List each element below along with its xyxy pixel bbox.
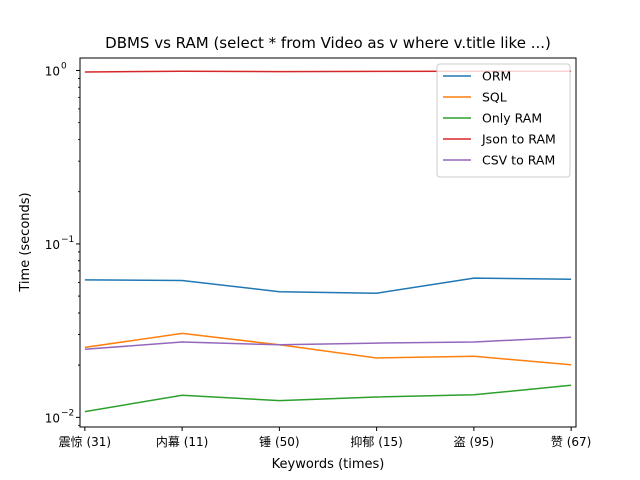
y-tick-exponent: −1 — [61, 235, 74, 245]
y-tick-label: 10 — [45, 238, 60, 252]
legend-entry-label: Only RAM — [482, 111, 542, 126]
series-line-2 — [84, 384, 572, 413]
x-tick-label: 抑郁 (15) — [350, 434, 402, 449]
y-tick-exponent: 0 — [61, 61, 67, 71]
x-tick-label: 盗 (95) — [454, 434, 494, 449]
plot-frame — [79, 57, 577, 428]
legend-frame — [436, 63, 571, 178]
y-tick-exponent: −2 — [61, 408, 74, 418]
x-tick-label: 内幕 (11) — [156, 435, 208, 449]
legend-entry-label: CSV to RAM — [482, 153, 555, 168]
x-axis-ticks: 震惊 (31) 内幕 (11) 锤 (50) 抑郁 (15) 盗 (95) 赞 (67) — [59, 427, 591, 449]
y-axis-label: Time (seconds) — [18, 192, 33, 292]
x-tick-label: 锤 (50) — [259, 434, 299, 449]
legend: ORM SQL Only RAM Json to RAM CSV to RAM — [436, 63, 571, 178]
x-tick-label: 赞 (67) — [551, 435, 591, 449]
series-line-0 — [84, 277, 572, 294]
series-line-4 — [84, 336, 572, 351]
series-line-1 — [84, 332, 572, 366]
y-tick-label: 10 — [45, 64, 60, 78]
legend-entry-label: SQL — [482, 90, 507, 105]
legend-entry-label: ORM — [482, 69, 511, 84]
y-tick-label: 10 — [45, 411, 60, 425]
x-tick-label: 震惊 (31) — [59, 434, 111, 449]
legend-entry-label: Json to RAM — [481, 132, 556, 147]
x-axis-label: Keywords (times) — [272, 457, 385, 472]
chart-title: DBMS vs RAM (select * from Video as v wh… — [105, 34, 551, 52]
